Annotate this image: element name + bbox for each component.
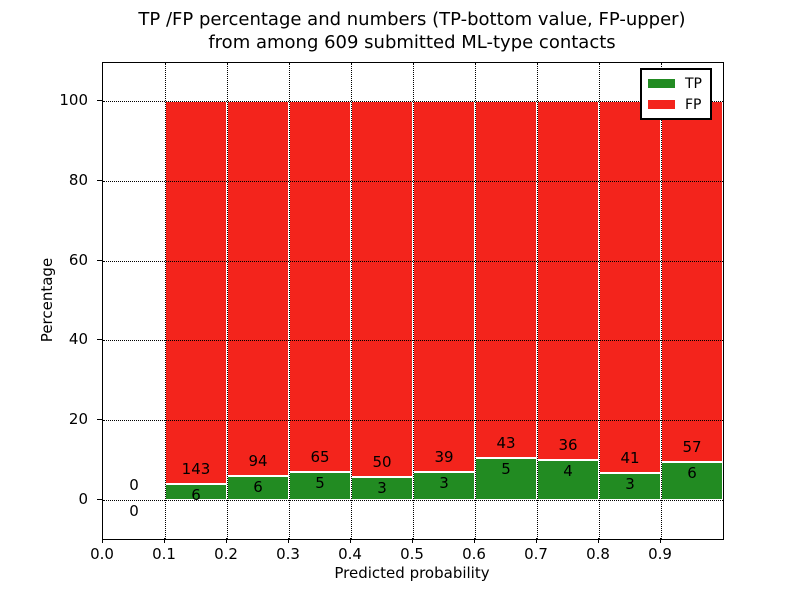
bar-segment-fp	[289, 101, 351, 472]
x-axis-tick	[474, 538, 475, 543]
bar-label-fp-count: 94	[248, 452, 268, 471]
legend-swatch	[648, 100, 675, 109]
y-tick-label: 0	[78, 490, 88, 508]
x-tick-label: 0.0	[90, 545, 114, 563]
chart-title-line-1: TP /FP percentage and numbers (TP-bottom…	[138, 9, 686, 30]
bar-label-tp-count: 3	[439, 473, 449, 492]
bar-label-fp-count: 65	[310, 447, 330, 466]
y-tick-label: 80	[68, 170, 88, 189]
x-axis-tick	[660, 538, 661, 543]
bar-label-tp-count: 0	[129, 502, 139, 520]
legend-swatch	[648, 79, 675, 88]
y-axis-tick	[97, 499, 102, 500]
bar-label-fp-count: 57	[682, 438, 702, 456]
x-axis-tick	[598, 538, 599, 543]
bar-label-tp-count: 3	[625, 474, 635, 493]
x-axis-tick	[226, 538, 227, 543]
x-tick-label: 0.8	[586, 545, 610, 563]
x-tick-label: 0.7	[524, 545, 548, 563]
y-axis-tick	[97, 100, 102, 101]
y-tick-label: 100	[59, 91, 88, 109]
legend-item: TP	[648, 73, 702, 94]
chart-title-line-2: from among 609 submitted ML-type contact…	[208, 32, 616, 53]
x-axis-tick	[412, 538, 413, 543]
bar-segment-fp	[165, 101, 227, 484]
x-tick-label: 0.9	[648, 545, 672, 563]
legend-item-label: FP	[685, 96, 702, 113]
x-axis-tick	[288, 538, 289, 543]
bar-segment-fp	[351, 101, 413, 478]
bar-label-fp-count: 43	[496, 434, 516, 453]
bar-label-fp-count: 39	[434, 447, 454, 466]
vertical-gridline	[413, 63, 414, 539]
y-tick-label: 60	[68, 250, 88, 269]
legend-item: FP	[648, 94, 702, 115]
legend: TP FP	[640, 68, 712, 120]
x-tick-label: 0.4	[338, 545, 362, 563]
x-tick-label: 0.3	[276, 545, 300, 563]
bar-segment-fp	[475, 101, 537, 459]
x-tick-label: 0.1	[152, 545, 176, 563]
bar-label-tp-count: 6	[687, 464, 697, 482]
chart-title: TP /FP percentage and numbers (TP-bottom…	[102, 8, 722, 54]
x-axis-tick	[164, 538, 165, 543]
x-axis-tick	[102, 538, 103, 543]
x-axis-label: Predicted probability	[334, 564, 490, 582]
bar-segment-tp	[289, 471, 351, 500]
y-tick-label: 20	[68, 410, 88, 429]
bar-label-fp-count: 41	[620, 448, 640, 467]
bar-label-tp-count: 3	[377, 479, 387, 498]
plot-area: TP FP 0 0 143 6 94 6 65 5 50 3 39 3 43 5 36 4 41 3 57 6	[102, 62, 724, 540]
bar-segment-fp	[537, 101, 599, 461]
bar-segment-fp	[413, 101, 475, 472]
bar-label-fp-count: 143	[181, 459, 211, 478]
bar-segment-tp	[599, 472, 661, 500]
vertical-gridline	[661, 63, 662, 539]
bar-label-tp-count: 6	[191, 485, 201, 504]
vertical-gridline	[537, 63, 538, 539]
vertical-gridline	[289, 63, 290, 539]
bar-segment-fp	[599, 101, 661, 473]
bar-label-tp-count: 6	[253, 478, 263, 497]
x-tick-label: 0.5	[400, 545, 424, 563]
legend-item-label: TP	[685, 75, 702, 92]
vertical-gridline	[227, 63, 228, 539]
y-axis-tick	[97, 179, 102, 181]
x-axis-tick	[536, 538, 537, 543]
bar-segment-tp	[661, 462, 723, 500]
bar-label-fp-count: 36	[558, 436, 578, 455]
bar-label-tp-count: 5	[501, 460, 511, 479]
bar-label-fp-count: 50	[372, 453, 392, 472]
bar-segment-fp	[661, 101, 723, 462]
vertical-gridline	[165, 63, 166, 539]
y-axis-tick	[97, 259, 102, 261]
x-tick-label: 0.6	[462, 545, 486, 563]
bar-label-fp-count: 0	[129, 476, 139, 494]
vertical-gridline	[599, 63, 600, 539]
vertical-gridline	[475, 63, 476, 539]
y-axis-tick	[97, 419, 102, 421]
y-tick-label: 40	[68, 330, 88, 349]
y-axis-tick	[97, 339, 102, 341]
vertical-gridline	[351, 63, 352, 539]
bar-label-tp-count: 4	[563, 462, 573, 481]
x-tick-label: 0.2	[214, 545, 238, 563]
bar-label-tp-count: 5	[315, 473, 325, 492]
x-axis-tick	[350, 538, 351, 543]
bar-segment-fp	[227, 101, 289, 477]
